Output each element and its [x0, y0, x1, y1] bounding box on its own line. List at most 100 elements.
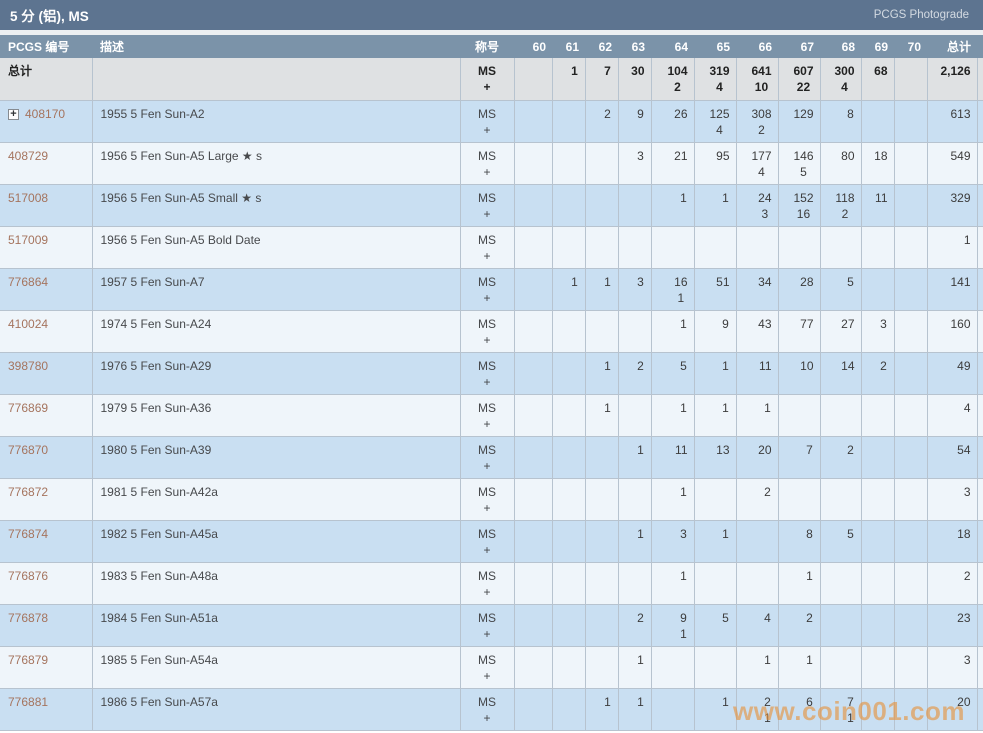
grade-count-cell	[514, 310, 553, 353]
row-filler	[977, 100, 983, 143]
grade-count-cell	[894, 436, 928, 479]
grade-count-cell: 11	[861, 184, 895, 227]
pcgs-number-link[interactable]: 776870	[8, 442, 49, 457]
pcgs-number-link[interactable]: 776878	[8, 610, 49, 625]
grade-count-cell: 1	[694, 352, 737, 395]
grade-count-cell: 80	[820, 142, 862, 185]
grade-count-cell: 2	[820, 436, 862, 479]
grade-count: 5	[722, 610, 729, 625]
pcgs-number-link[interactable]: 776864	[8, 274, 49, 289]
grade-count-cell: 177 4	[736, 142, 779, 185]
grade-count-cell	[552, 142, 586, 185]
grade-count-cell	[514, 520, 553, 563]
column-header-description: 描述	[92, 35, 460, 58]
grade-count-cell: 9	[618, 100, 652, 143]
grade-count-cell: 4	[736, 604, 779, 647]
grade-count: 1	[604, 274, 611, 289]
designation-cell: MS +	[460, 478, 515, 521]
grade-count-cell: 607 22	[778, 58, 821, 101]
table-row: 776878 1984 5 Fen Sun-A51a MS +2 9 1 5 4 2 23	[0, 604, 983, 647]
expand-icon[interactable]: +	[8, 108, 19, 120]
grade-count-cell: 2	[778, 604, 821, 647]
grade-count-cell: 3	[618, 268, 652, 311]
grade-count-cell: 1	[736, 646, 779, 689]
pcgs-number-link[interactable]: 776881	[8, 694, 49, 709]
grade-count-cell: 1	[651, 394, 695, 437]
grade-count: 1	[764, 400, 771, 415]
pcgs-number-link[interactable]: 776874	[8, 526, 49, 541]
designation-ms: MS	[478, 610, 496, 625]
table-row: 776874 1982 5 Fen Sun-A45a MS +1 3 1 8 5 18	[0, 520, 983, 563]
pcgs-number-cell: +408170	[0, 100, 93, 143]
coin-description: 1986 5 Fen Sun-A57a	[92, 688, 461, 731]
designation-plus: +	[483, 542, 491, 557]
grade-count: 7	[806, 442, 813, 457]
table-row: 776864 1957 5 Fen Sun-A7 MS +1 1 3 16 1 51 34 28 5 1…	[0, 268, 983, 311]
grade-count-cell	[552, 562, 586, 605]
grade-count-cell	[514, 268, 553, 311]
grade-count-cell	[861, 520, 895, 563]
grade-count-cell: 24 3	[736, 184, 779, 227]
grade-count-cell: 1	[694, 184, 737, 227]
grade-count-cell	[820, 478, 862, 521]
grade-count: 1	[764, 652, 771, 667]
pcgs-number-link[interactable]: 517009	[8, 232, 49, 247]
grade-plus-count: 4	[716, 80, 723, 94]
grade-count: 1	[722, 358, 729, 373]
pcgs-number-link[interactable]: 776872	[8, 484, 49, 499]
grade-count-cell: 3	[651, 520, 695, 563]
row-total: 4	[927, 394, 978, 437]
grade-count-cell: 104 2	[651, 58, 695, 101]
grade-count-cell	[552, 478, 586, 521]
grade-count-cell	[552, 520, 586, 563]
grade-count-cell	[585, 562, 619, 605]
grade-count-cell: 5	[820, 268, 862, 311]
photograde-link[interactable]: PCGS Photograde	[873, 9, 969, 21]
grade-count-cell	[894, 184, 928, 227]
pcgs-number-cell: 517008	[0, 184, 93, 227]
designation-cell: MS +	[460, 100, 515, 143]
grade-count-cell	[894, 226, 928, 269]
grade-count: 11	[675, 442, 688, 457]
designation-plus: +	[483, 626, 491, 641]
section-header: 5 分 (铝), MS PCGS Photograde	[0, 0, 983, 30]
pcgs-number-link[interactable]: 776876	[8, 568, 49, 583]
coin-description: 1982 5 Fen Sun-A45a	[92, 520, 461, 563]
grade-count-cell	[552, 604, 586, 647]
table-row: 517009 1956 5 Fen Sun-A5 Bold Date MS +1	[0, 226, 983, 269]
grade-count-cell: 1	[694, 688, 737, 731]
grade-count-cell: 21	[651, 142, 695, 185]
grade-count-cell: 1	[618, 436, 652, 479]
coin-description: 1976 5 Fen Sun-A29	[92, 352, 461, 395]
table-row: 776881 1986 5 Fen Sun-A57a MS +1 1 1 2 1 6 7 1 20	[0, 688, 983, 731]
pcgs-number-link[interactable]: 410024	[8, 316, 49, 331]
designation-cell: MS +	[460, 58, 515, 101]
grade-count: 1	[680, 568, 687, 583]
grade-count-cell	[514, 352, 553, 395]
grade-count: 1	[680, 484, 687, 499]
designation-cell: MS +	[460, 184, 515, 227]
grade-count-cell: 1	[585, 688, 619, 731]
grade-count: 319	[709, 64, 730, 78]
designation-plus: +	[483, 500, 491, 515]
grade-count-cell: 26	[651, 100, 695, 143]
grade-count-cell: 2	[585, 100, 619, 143]
grade-count: 16	[674, 274, 688, 289]
pcgs-number-link[interactable]: 776879	[8, 652, 49, 667]
grade-count-cell: 8	[820, 100, 862, 143]
grade-count-cell	[820, 226, 862, 269]
grade-count-cell	[861, 646, 895, 689]
designation-plus: +	[483, 374, 491, 389]
table-row: 776876 1983 5 Fen Sun-A48a MS +1 1 2	[0, 562, 983, 605]
pcgs-number-link[interactable]: 398780	[8, 358, 49, 373]
grade-count-cell	[894, 688, 928, 731]
column-header-pcgs-no: PCGS 编号	[0, 35, 92, 58]
grade-count-cell	[514, 478, 553, 521]
grade-count-cell: 1	[618, 520, 652, 563]
pcgs-number-link[interactable]: 517008	[8, 190, 49, 205]
pcgs-number-link[interactable]: 776869	[8, 400, 49, 415]
pcgs-number-link[interactable]: 408170	[25, 106, 66, 121]
grade-count: 2	[764, 484, 771, 499]
pcgs-number-link[interactable]: 408729	[8, 148, 49, 163]
